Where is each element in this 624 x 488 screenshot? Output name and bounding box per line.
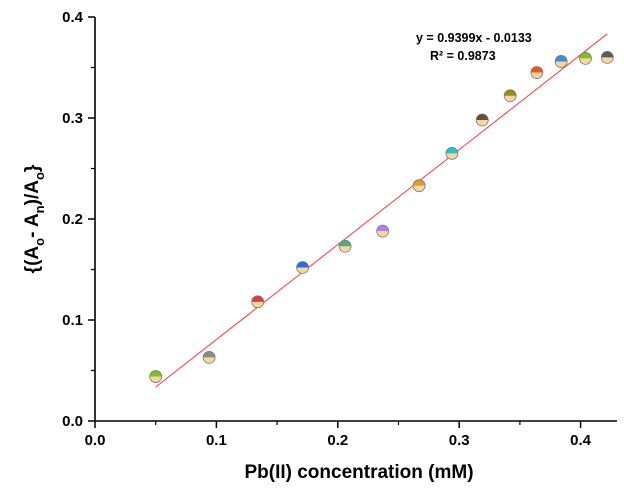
y-tick-label: 0.3: [62, 110, 83, 127]
axes: 0.0 0.1 0.2 0.3 0.4 0.0 0.1 0.2 0.3 0.4: [62, 9, 617, 449]
data-point: [445, 146, 459, 160]
fit-equation: y = 0.9399x - 0.0133: [416, 31, 532, 45]
y-tick-label: 0.1: [62, 312, 83, 329]
x-tick-label: 0.3: [449, 432, 470, 449]
data-point: [296, 261, 309, 274]
data-point: [475, 113, 489, 127]
y-axis-title: {(Ao- An)/Ao}: [22, 164, 47, 273]
y-tick-label: 0.0: [62, 413, 83, 430]
data-point: [412, 179, 426, 193]
fit-line: [155, 33, 608, 388]
data-point: [376, 224, 390, 238]
data-points: [149, 51, 614, 383]
x-tick-label: 0.2: [327, 432, 348, 449]
y-tick-label: 0.2: [62, 211, 83, 228]
data-point: [579, 52, 592, 65]
x-tick-label: 0.1: [206, 432, 227, 449]
fit-line-layer: [155, 33, 608, 388]
data-point: [149, 370, 163, 383]
x-tick-label: 0.0: [85, 432, 106, 449]
data-point: [600, 51, 614, 64]
data-point: [503, 89, 517, 103]
data-point: [554, 55, 568, 68]
y-tick-label: 0.4: [62, 9, 84, 26]
x-axis-title: Pb(II) concentration (mM): [244, 462, 473, 483]
data-point: [338, 239, 352, 253]
x-tick-label: 0.4: [570, 432, 592, 449]
fit-r-squared: R² = 0.9873: [430, 49, 496, 63]
data-point: [251, 295, 265, 309]
data-point: [530, 66, 544, 79]
data-point: [202, 350, 216, 364]
